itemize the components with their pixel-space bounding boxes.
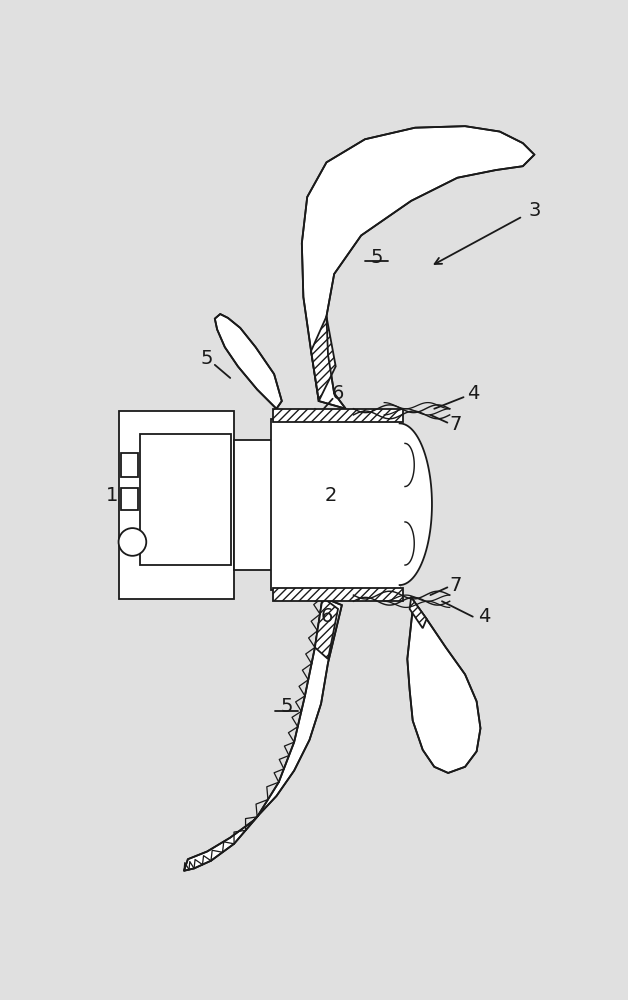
Bar xyxy=(273,588,403,601)
Text: 2: 2 xyxy=(324,486,337,505)
Bar xyxy=(121,488,138,510)
Polygon shape xyxy=(302,126,534,409)
Bar xyxy=(234,440,273,570)
Text: 6: 6 xyxy=(320,607,333,626)
Polygon shape xyxy=(184,597,342,871)
Polygon shape xyxy=(409,597,426,628)
Bar xyxy=(271,419,399,590)
Text: 7: 7 xyxy=(450,576,462,595)
Polygon shape xyxy=(311,316,336,401)
Polygon shape xyxy=(215,314,282,409)
Circle shape xyxy=(119,528,146,556)
Text: 7: 7 xyxy=(450,415,462,434)
Bar xyxy=(140,434,231,565)
Text: 4: 4 xyxy=(478,607,490,626)
Text: 5: 5 xyxy=(201,349,214,368)
Polygon shape xyxy=(408,597,480,773)
Text: 6: 6 xyxy=(332,384,344,403)
Text: 4: 4 xyxy=(467,384,479,403)
Text: 5: 5 xyxy=(280,697,293,716)
Text: 3: 3 xyxy=(528,201,541,220)
Bar xyxy=(121,453,138,477)
Text: 5: 5 xyxy=(371,248,383,267)
Text: 1: 1 xyxy=(106,486,119,505)
Bar xyxy=(273,409,403,422)
Polygon shape xyxy=(315,597,338,659)
Polygon shape xyxy=(399,419,432,590)
Bar xyxy=(119,411,234,599)
